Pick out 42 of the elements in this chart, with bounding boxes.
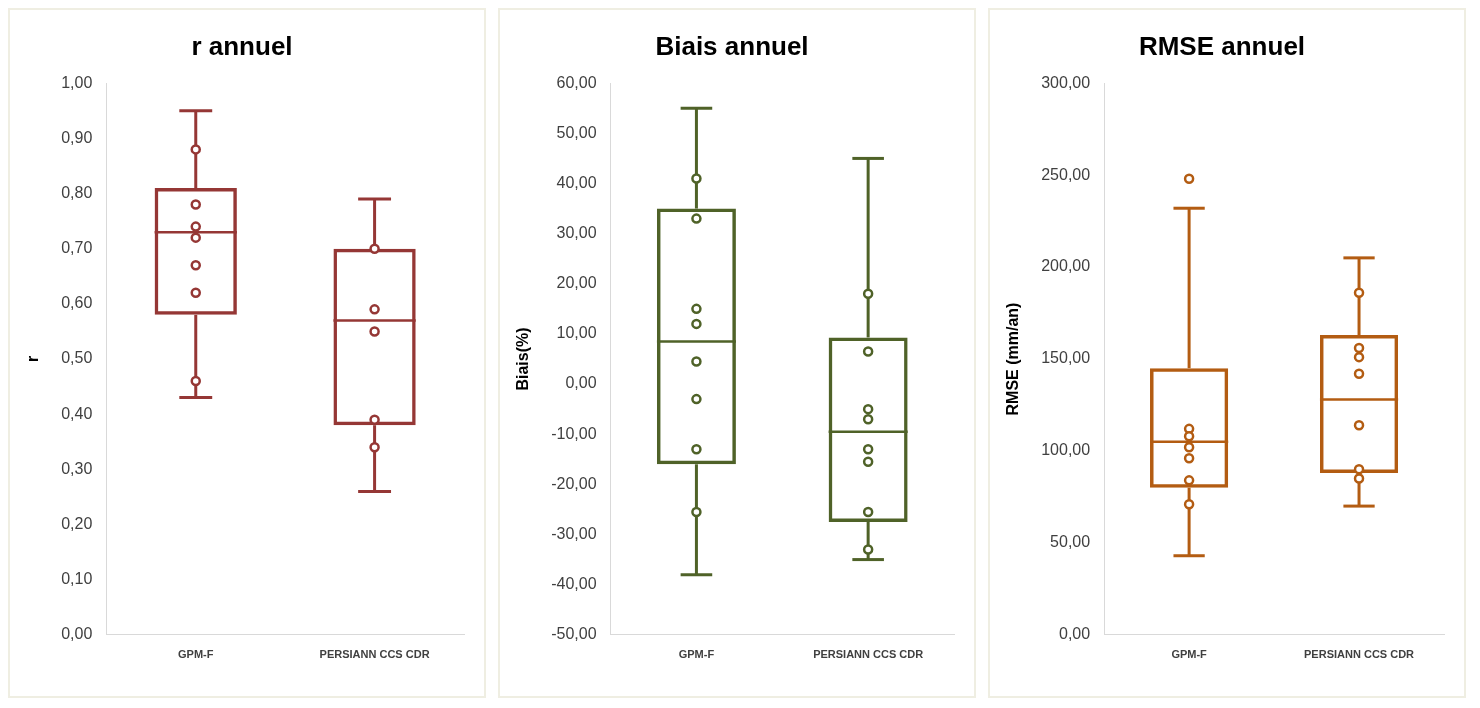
x-tick-label: GPM-F <box>1171 648 1208 661</box>
y-axis-title: Biais(%) <box>514 327 532 391</box>
y-tick-label: 50,00 <box>556 123 597 141</box>
y-tick-label: -40,00 <box>551 575 597 593</box>
y-tick-label: -30,00 <box>551 524 597 542</box>
y-tick-label: 0,00 <box>1059 625 1091 643</box>
y-tick-label: 300,00 <box>1041 73 1091 91</box>
x-tick-label: GPM-F <box>678 648 715 661</box>
y-tick-label: 0,80 <box>61 183 93 201</box>
y-axis-title: r <box>24 355 42 363</box>
y-tick-label: 40,00 <box>556 173 597 191</box>
y-tick-label: -20,00 <box>551 474 597 492</box>
x-tick-label: PERSIANN CCS CDR <box>1304 648 1415 661</box>
y-tick-label: 0,90 <box>61 128 93 146</box>
y-tick-label: 0,40 <box>61 404 93 422</box>
y-tick-label: 150,00 <box>1041 349 1091 367</box>
y-tick-label: 0,60 <box>61 294 93 312</box>
x-tick-label: PERSIANN CCS CDR <box>319 648 430 661</box>
y-tick-label: -10,00 <box>551 424 597 442</box>
y-tick-label: 0,10 <box>61 570 93 588</box>
y-tick-label: 0,00 <box>61 625 93 643</box>
y-tick-label: 50,00 <box>1050 533 1091 551</box>
y-axis-title: RMSE (mm/an) <box>1004 302 1022 416</box>
y-tick-label: 1,00 <box>61 73 93 91</box>
x-tick-label: PERSIANN CCS CDR <box>813 648 924 661</box>
y-tick-label: 10,00 <box>556 324 597 342</box>
chart-title: Biais annuel <box>655 30 809 61</box>
y-tick-label: 100,00 <box>1041 441 1091 459</box>
chart-title: RMSE annuel <box>1138 30 1306 61</box>
y-tick-label: 60,00 <box>556 73 597 91</box>
y-tick-label: 30,00 <box>556 224 597 242</box>
y-tick-label: -50,00 <box>551 625 597 643</box>
chart-title: r annuel <box>191 30 293 61</box>
y-tick-label: 0,50 <box>61 349 93 367</box>
y-tick-label: 0,20 <box>61 514 93 532</box>
y-tick-label: 200,00 <box>1041 257 1091 275</box>
x-tick-label: GPM-F <box>178 648 214 661</box>
y-tick-label: 0,70 <box>61 239 93 257</box>
y-tick-label: 0,00 <box>565 374 597 392</box>
y-tick-label: 250,00 <box>1041 165 1091 183</box>
y-tick-label: 0,30 <box>61 459 93 477</box>
y-tick-label: 20,00 <box>556 274 597 292</box>
